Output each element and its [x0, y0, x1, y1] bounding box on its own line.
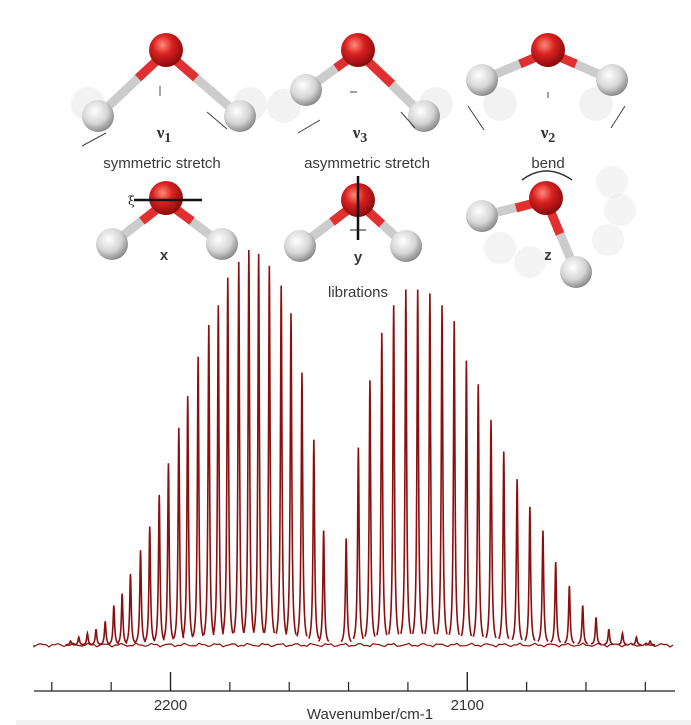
spectral-line-p-branch	[352, 447, 365, 640]
spectral-line-p-branch	[511, 479, 523, 641]
spectral-line-r-branch	[232, 261, 245, 634]
spectral-line-r-branch	[173, 427, 185, 639]
spectral-line-r-branch	[181, 396, 194, 638]
x-tick-label: 2100	[451, 697, 484, 714]
spectral-line-p-branch	[448, 321, 460, 635]
spectral-line-p-branch	[590, 617, 602, 645]
molecule-libration-x: ξ	[96, 181, 238, 260]
spectral-line-r-branch	[116, 593, 128, 645]
spectral-line-r-branch	[212, 305, 225, 635]
hydrogen-atom	[224, 100, 256, 132]
spectral-line-r-branch	[243, 249, 255, 633]
spectral-line-p-branch	[524, 506, 536, 642]
spectral-line-r-branch	[162, 463, 175, 640]
x-axis-label: Wavenumber/cm-1	[307, 706, 433, 723]
spectral-line-r-branch	[108, 605, 120, 645]
arrow-icon	[467, 92, 626, 131]
spectrum-baseline	[33, 642, 674, 648]
bottom-border	[16, 720, 691, 725]
spectrum-plot	[33, 249, 674, 648]
spectral-line-p-branch	[485, 419, 497, 639]
spectral-line-r-branch	[134, 550, 147, 643]
spectral-line-p-branch	[498, 451, 510, 640]
spectral-line-p-branch	[563, 585, 575, 644]
spectral-line-p-branch	[631, 635, 642, 646]
svg-text:ν3: ν3	[352, 123, 368, 146]
hydrogen-atom	[390, 230, 422, 262]
spectral-line-p-branch	[387, 305, 400, 635]
spectral-line-r-branch	[296, 372, 308, 637]
x-axis: 2200 2100	[34, 672, 675, 714]
hydrogen-atom	[560, 256, 592, 288]
svg-text:ν1: ν1	[156, 123, 172, 146]
svg-text:ξ: ξ	[128, 194, 135, 208]
spectral-line-p-branch	[364, 380, 376, 637]
spectral-line-r-branch	[192, 356, 204, 637]
hydrogen-atom	[206, 228, 238, 260]
spectral-line-r-branch	[144, 526, 156, 642]
axis-label-x: x	[160, 247, 169, 264]
spectral-line-p-branch	[472, 384, 485, 638]
spectral-line-p-branch	[577, 605, 589, 645]
spectral-line-p-branch	[460, 360, 473, 637]
spectral-line-p-branch	[537, 530, 549, 642]
oxygen-atom	[149, 33, 183, 67]
spectral-line-r-branch	[203, 324, 215, 636]
spectral-line-p-branch	[411, 289, 424, 634]
spectral-line-r-branch	[308, 439, 320, 639]
spectral-line-r-branch	[221, 277, 234, 634]
axis-label-z: z	[544, 247, 552, 264]
rotation-arrow-icon	[521, 170, 573, 181]
x-tick-label: 2200	[154, 697, 187, 714]
oxygen-atom	[529, 181, 563, 215]
molecule-asymmetric-stretch	[267, 33, 453, 134]
spectral-line-p-branch	[645, 639, 656, 646]
arrow-icon	[81, 86, 228, 147]
hydrogen-atom	[466, 64, 498, 96]
spectral-line-r-branch	[275, 285, 287, 634]
arrow-icon	[297, 91, 416, 134]
spectral-line-r-branch	[99, 621, 111, 646]
oxygen-atom	[341, 33, 375, 67]
spectral-line-p-branch	[400, 289, 412, 634]
hydrogen-atom	[82, 100, 114, 132]
oxygen-atom	[531, 33, 565, 67]
spectral-line-r-branch	[90, 629, 102, 646]
hydrogen-atom	[408, 100, 440, 132]
mode-label-bend: bend	[531, 155, 564, 172]
spectral-line-r-branch	[82, 630, 93, 646]
hydrogen-atom	[96, 228, 128, 260]
spectral-line-r-branch	[65, 639, 76, 646]
hydrogen-atom	[596, 64, 628, 96]
librations-label: librations	[328, 284, 388, 301]
spectral-line-p-branch	[340, 538, 352, 643]
molecule-libration-y	[284, 176, 422, 262]
spectral-line-r-branch	[263, 265, 276, 634]
molecule-bend	[466, 33, 628, 131]
mode-label-symmetric-stretch: symmetric stretch	[103, 155, 221, 172]
spectral-line-p-branch	[603, 629, 614, 646]
molecule-libration-z	[466, 166, 636, 288]
spectral-line-p-branch	[436, 305, 448, 635]
molecule-symmetric-stretch	[71, 33, 267, 147]
spectral-line-p-branch	[424, 293, 436, 635]
spectral-line-r-branch	[124, 573, 137, 644]
hydrogen-atom	[290, 74, 322, 106]
spectral-line-r-branch	[153, 494, 165, 641]
spectral-line-p-branch	[376, 332, 388, 636]
svg-text:ν2: ν2	[540, 123, 556, 146]
spectral-line-p-branch	[550, 561, 562, 643]
spectral-line-r-branch	[73, 635, 85, 646]
axis-label-y: y	[354, 249, 363, 266]
hydrogen-atom	[466, 200, 498, 232]
hydrogen-atom	[284, 230, 316, 262]
spectral-line-r-branch	[317, 530, 330, 642]
mode-label-asymmetric-stretch: asymmetric stretch	[304, 155, 430, 172]
spectral-line-r-branch	[285, 313, 297, 635]
spectral-line-p-branch	[617, 630, 628, 646]
spectral-line-r-branch	[252, 253, 265, 633]
oxygen-atom	[149, 181, 183, 215]
